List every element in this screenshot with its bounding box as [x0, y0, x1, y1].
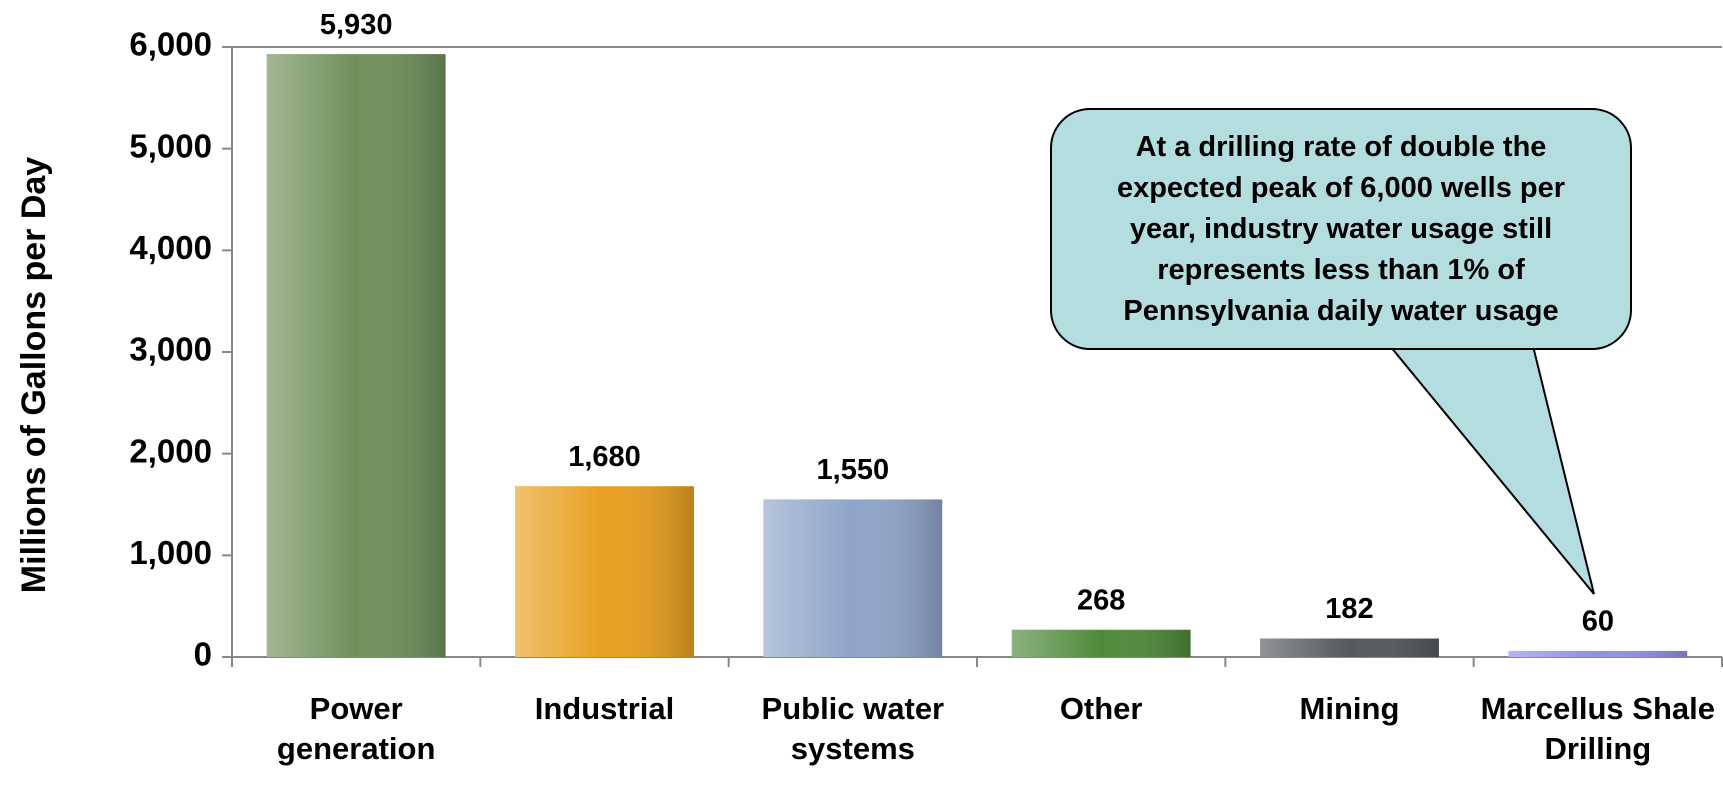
y-tick-label: 6,000 — [129, 26, 212, 63]
y-tick-label: 5,000 — [129, 127, 212, 164]
x-tick-label: Power generation — [276, 691, 436, 766]
value-label: 60 — [1582, 606, 1614, 638]
x-tick-label: Marcellus Shale Drilling — [1480, 691, 1715, 766]
x-tick-label: Public water systems — [761, 691, 945, 766]
y-axis-title: Millions of Gallons per Day — [15, 157, 53, 593]
value-label: 268 — [1077, 584, 1125, 616]
value-label: 1,550 — [817, 454, 890, 486]
bar-gloss — [763, 499, 943, 657]
y-tick-label: 0 — [194, 636, 212, 673]
y-tick-label: 4,000 — [129, 229, 212, 266]
bar-gloss — [515, 486, 694, 657]
y-tick-label: 3,000 — [129, 331, 212, 368]
x-tick-label: Industrial — [534, 691, 675, 726]
bar-gloss — [1011, 629, 1191, 657]
value-label: 1,680 — [568, 441, 641, 473]
x-tick-label: Other — [1059, 691, 1143, 726]
y-tick-label: 2,000 — [129, 432, 212, 469]
bar-gloss — [266, 54, 446, 658]
value-label: 182 — [1325, 593, 1373, 625]
x-tick-label: Mining — [1299, 691, 1400, 726]
value-label: 5,930 — [320, 9, 393, 41]
y-tick-label: 1,000 — [129, 534, 212, 571]
annotation: At a drilling rate of double the expecte… — [1050, 108, 1632, 350]
callout-pointer — [1387, 345, 1595, 595]
bar-gloss — [1260, 638, 1439, 657]
bar-gloss — [1508, 650, 1688, 657]
